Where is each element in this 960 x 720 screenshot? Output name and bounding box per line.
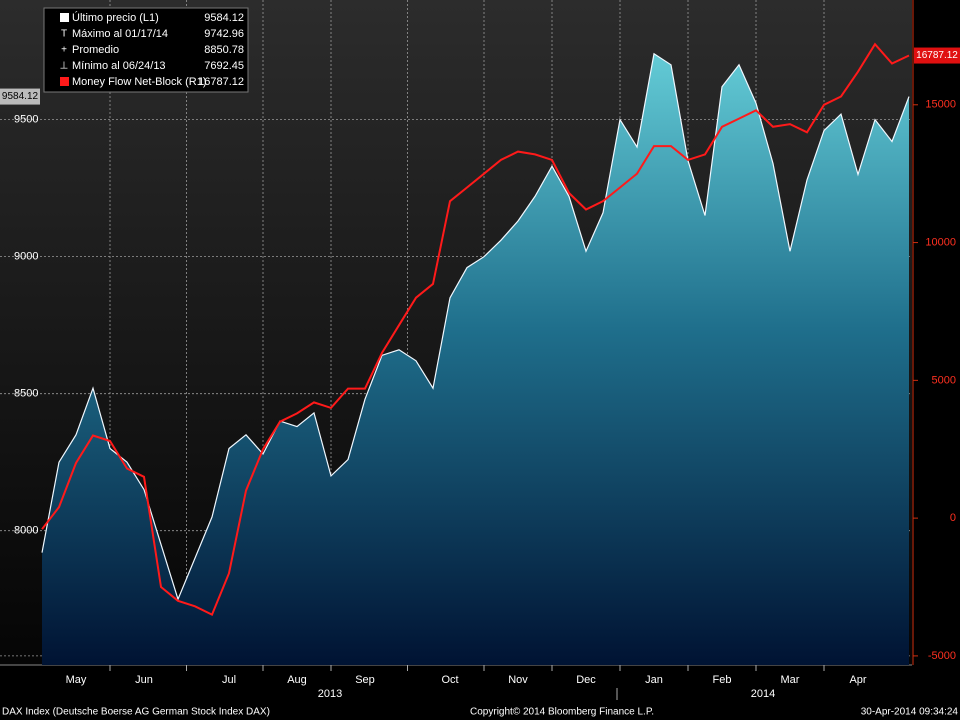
area-outline bbox=[41, 52, 910, 601]
legend-value: 16787.12 bbox=[198, 76, 244, 88]
legend-value: 9584.12 bbox=[204, 12, 244, 24]
last-value-tag bbox=[0, 88, 40, 105]
footer-right: 30-Apr-2014 09:34:24 bbox=[861, 707, 959, 718]
x-tick-label: Apr bbox=[849, 674, 866, 686]
x-tick-label: Jul bbox=[222, 674, 236, 686]
legend-value: 9742.96 bbox=[204, 28, 244, 40]
y2-tick-label: 5000 bbox=[932, 374, 956, 386]
x-tick-label: Feb bbox=[713, 674, 732, 686]
y2-tick-label: -5000 bbox=[928, 650, 956, 662]
x-tick-label: May bbox=[66, 674, 87, 686]
x-tick-label: Sep bbox=[355, 674, 375, 686]
legend-symbol: T bbox=[61, 29, 67, 40]
x-tick-label: Aug bbox=[287, 674, 307, 686]
legend-symbol: + bbox=[61, 45, 67, 56]
y2-tick-label: 15000 bbox=[925, 99, 956, 111]
legend-label: Máximo al 01/17/14 bbox=[72, 28, 168, 40]
legend-label: Money Flow Net-Block (R1) bbox=[72, 76, 206, 88]
line bbox=[41, 42, 910, 616]
x-tick-label: Dec bbox=[576, 674, 596, 686]
y-tick-label: 8000 bbox=[14, 525, 38, 537]
year-label: 2013 bbox=[318, 688, 342, 700]
y-tick-label: 8500 bbox=[14, 388, 38, 400]
legend-label: Último precio (L1) bbox=[72, 11, 159, 24]
legend-label: Mínimo al 06/24/13 bbox=[72, 60, 166, 72]
legend-label: Promedio bbox=[72, 44, 119, 56]
marks bbox=[41, 42, 910, 666]
legend-swatch bbox=[60, 13, 69, 22]
legend-value: 8850.78 bbox=[204, 44, 244, 56]
x-tick-label: Nov bbox=[508, 674, 528, 686]
y2-tick-label: 10000 bbox=[925, 236, 956, 248]
x-tick-label: Jun bbox=[135, 674, 153, 686]
legend-box bbox=[43, 7, 249, 93]
last-value-tag bbox=[914, 47, 960, 64]
legend-value: 7692.45 bbox=[204, 60, 244, 72]
legend-symbol: ⊥ bbox=[60, 61, 69, 72]
legend: Último precio (L1) 9584.12 T Máximo al 01/1… bbox=[43, 7, 249, 93]
y2-tick-label: 0 bbox=[950, 512, 956, 524]
footer-left: DAX Index (Deutsche Boerse AG German Sto… bbox=[2, 707, 270, 718]
year-label: 2014 bbox=[751, 688, 775, 700]
area bbox=[42, 53, 909, 666]
y-tick-label: 9000 bbox=[14, 251, 38, 263]
x-tick-label: Jan bbox=[645, 674, 663, 686]
axis-band bbox=[0, 665, 960, 720]
footer-center: Copyright© 2014 Bloomberg Finance L.P. bbox=[470, 707, 654, 718]
last-value-label: 16787.12 bbox=[916, 50, 958, 61]
x-tick-label: Oct bbox=[441, 674, 458, 686]
y-tick-label: 9500 bbox=[14, 114, 38, 126]
x-tick-label: Mar bbox=[781, 674, 800, 686]
last-value-label: 9584.12 bbox=[2, 91, 39, 102]
legend-swatch bbox=[60, 77, 69, 86]
